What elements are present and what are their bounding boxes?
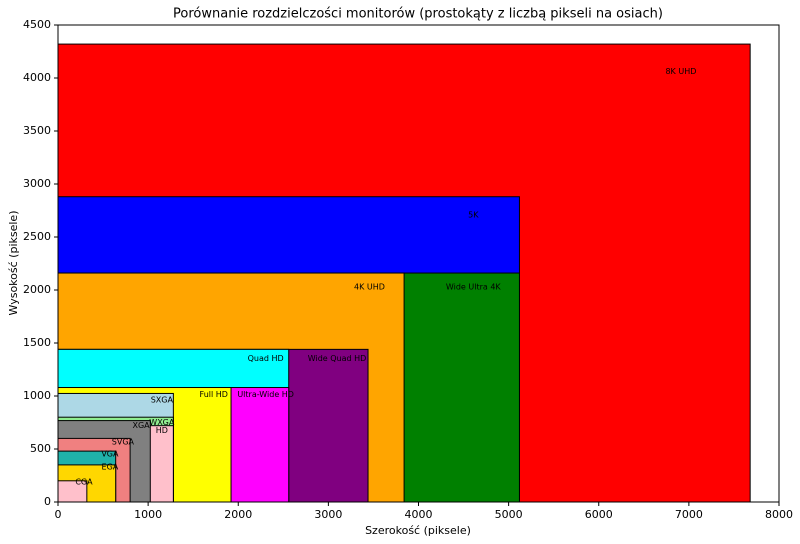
x-tick-label: 5000: [495, 508, 523, 521]
rect-label: Quad HD: [248, 354, 284, 363]
rect-label: 4K UHD: [354, 282, 385, 291]
rect-label: WXGA: [149, 418, 175, 427]
x-tick-label: 8000: [765, 508, 793, 521]
y-tick-label: 2000: [23, 283, 51, 296]
rect-label: Wide Ultra 4K: [446, 282, 502, 291]
chart-title: Porównanie rozdzielczości monitorów (pro…: [173, 7, 663, 22]
rect-label: SXGA: [151, 395, 174, 404]
x-tick-label: 0: [55, 508, 62, 521]
rect-label: XGA: [132, 421, 150, 430]
y-tick-label: 500: [30, 442, 51, 455]
y-tick-label: 4500: [23, 18, 51, 31]
x-tick-label: 2000: [224, 508, 252, 521]
rect-label: 5K: [468, 211, 479, 220]
rect-label: VGA: [101, 450, 119, 459]
y-tick-label: 4000: [23, 71, 51, 84]
y-tick-label: 1500: [23, 336, 51, 349]
y-tick-label: 3500: [23, 124, 51, 137]
x-tick-label: 6000: [585, 508, 613, 521]
y-tick-label: 3000: [23, 177, 51, 190]
rect-label: EGA: [102, 463, 119, 472]
rect-label: CGA: [75, 478, 93, 487]
x-axis-label: Szerokość (piksele): [365, 524, 471, 537]
x-tick-label: 1000: [134, 508, 162, 521]
rect-label: Full HD: [200, 390, 228, 399]
rect-label: HD: [156, 426, 168, 435]
y-tick-label: 0: [44, 495, 51, 508]
rect-label: Ultra-Wide HD: [237, 390, 294, 399]
x-tick-label: 7000: [675, 508, 703, 521]
x-tick-label: 4000: [405, 508, 433, 521]
y-tick-label: 1000: [23, 389, 51, 402]
rect-label: SVGA: [112, 438, 135, 447]
rect-label: Wide Quad HD: [308, 354, 367, 363]
y-tick-label: 2500: [23, 230, 51, 243]
y-axis-label: Wysokość (piksele): [7, 211, 20, 316]
x-tick-label: 3000: [314, 508, 342, 521]
rect-label: 8K UHD: [665, 67, 696, 76]
